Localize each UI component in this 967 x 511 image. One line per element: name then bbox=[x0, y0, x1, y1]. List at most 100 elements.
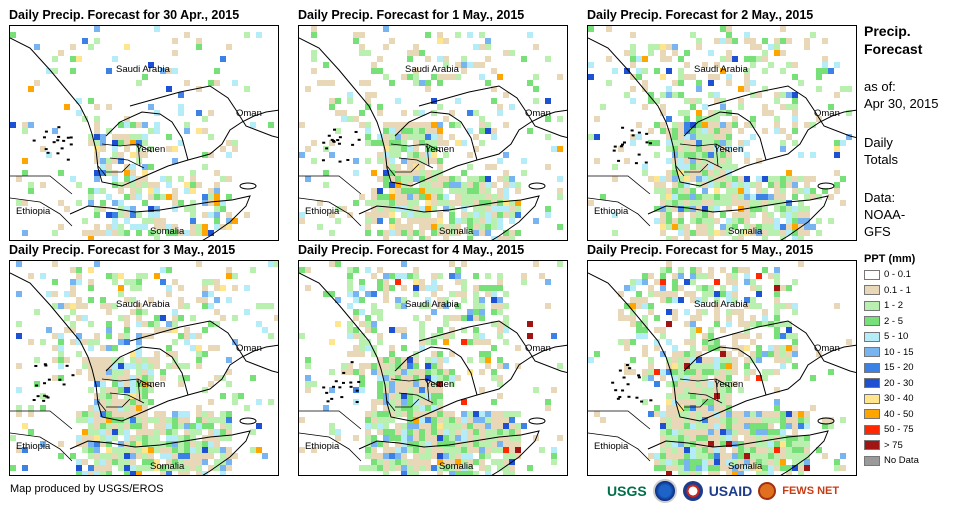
precip-cell bbox=[118, 429, 124, 435]
precip-cell bbox=[413, 68, 419, 74]
precip-cell bbox=[377, 194, 383, 200]
precip-cell bbox=[509, 236, 515, 240]
precip-cell bbox=[190, 170, 196, 176]
precip-cell bbox=[58, 363, 64, 369]
precip-cell bbox=[419, 224, 425, 230]
precip-cell bbox=[220, 56, 226, 62]
precip-cell bbox=[88, 423, 94, 429]
precip-cell bbox=[425, 459, 431, 465]
precip-cell bbox=[166, 351, 172, 357]
precip-cell bbox=[28, 86, 34, 92]
precip-cell bbox=[672, 194, 678, 200]
precip-cell bbox=[720, 152, 726, 158]
island bbox=[66, 158, 70, 161]
precip-cell bbox=[34, 44, 40, 50]
precip-cell bbox=[148, 417, 154, 423]
precip-cell bbox=[118, 315, 124, 321]
precip-cell bbox=[214, 417, 220, 423]
precip-cell bbox=[419, 465, 425, 471]
island bbox=[327, 134, 331, 137]
precip-cell bbox=[148, 188, 154, 194]
precip-cell bbox=[726, 26, 732, 32]
precip-cell bbox=[407, 447, 413, 453]
precip-cell bbox=[792, 116, 798, 122]
precip-cell bbox=[112, 200, 118, 206]
precip-cell bbox=[82, 447, 88, 453]
precip-cell bbox=[467, 188, 473, 194]
precip-cell bbox=[395, 194, 401, 200]
precip-cell bbox=[106, 321, 112, 327]
island bbox=[613, 145, 617, 148]
precip-cell bbox=[389, 38, 395, 44]
precip-cell bbox=[365, 218, 371, 224]
precip-cell bbox=[226, 453, 232, 459]
place-label-somalia: Somalia bbox=[150, 226, 185, 237]
precip-cell bbox=[455, 273, 461, 279]
precip-cell bbox=[774, 50, 780, 56]
precip-cell bbox=[527, 321, 533, 327]
precip-cell bbox=[455, 279, 461, 285]
precip-cell bbox=[431, 417, 437, 423]
forecast-panel: Daily Precip. Forecast for 4 May., 2015 S… bbox=[298, 243, 568, 479]
precip-cell bbox=[142, 218, 148, 224]
precip-cell bbox=[94, 405, 100, 411]
precip-cell bbox=[419, 345, 425, 351]
precip-cell bbox=[154, 447, 160, 453]
precip-cell bbox=[666, 188, 672, 194]
precip-cell bbox=[166, 182, 172, 188]
precip-cell bbox=[130, 194, 136, 200]
precip-cell bbox=[419, 321, 425, 327]
precip-cell bbox=[70, 285, 76, 291]
precip-cell bbox=[720, 56, 726, 62]
precip-cell bbox=[431, 333, 437, 339]
precip-cell bbox=[503, 459, 509, 465]
precip-cell bbox=[708, 92, 714, 98]
precip-cell bbox=[136, 447, 142, 453]
precip-cell bbox=[431, 158, 437, 164]
precip-cell bbox=[732, 218, 738, 224]
precip-cell bbox=[822, 188, 828, 194]
precip-cell bbox=[383, 369, 389, 375]
precip-cell bbox=[696, 98, 702, 104]
precip-cell bbox=[226, 369, 232, 375]
precip-cell bbox=[401, 447, 407, 453]
precip-cell bbox=[557, 261, 563, 267]
precip-cell bbox=[383, 435, 389, 441]
precip-cell bbox=[690, 218, 696, 224]
precip-cell bbox=[732, 188, 738, 194]
precip-cell bbox=[82, 303, 88, 309]
precip-cell bbox=[702, 146, 708, 152]
precip-cell bbox=[467, 423, 473, 429]
precip-cell bbox=[461, 435, 467, 441]
precip-cell bbox=[473, 44, 479, 50]
precip-cell bbox=[720, 164, 726, 170]
precip-cell bbox=[124, 393, 130, 399]
precip-cell bbox=[437, 429, 443, 435]
precip-cell bbox=[136, 393, 142, 399]
precip-cell bbox=[485, 206, 491, 212]
precip-cell bbox=[172, 200, 178, 206]
precip-cell bbox=[449, 429, 455, 435]
precip-cell bbox=[515, 411, 521, 417]
island bbox=[351, 143, 355, 146]
precip-cell bbox=[76, 459, 82, 465]
precip-cell bbox=[750, 224, 756, 230]
precip-cell bbox=[106, 453, 112, 459]
precip-cell bbox=[214, 182, 220, 188]
precip-cell bbox=[413, 140, 419, 146]
precip-cell bbox=[359, 387, 365, 393]
precip-cell bbox=[750, 56, 756, 62]
precip-cell bbox=[437, 32, 443, 38]
precip-cell bbox=[106, 459, 112, 465]
precip-cell bbox=[88, 44, 94, 50]
precip-cell bbox=[431, 140, 437, 146]
precip-cell bbox=[449, 74, 455, 80]
precip-cell bbox=[214, 194, 220, 200]
precip-cell bbox=[690, 104, 696, 110]
precip-cell bbox=[220, 200, 226, 206]
precip-cell bbox=[226, 357, 232, 363]
precip-cell bbox=[395, 381, 401, 387]
precip-cell bbox=[654, 182, 660, 188]
precip-cell bbox=[642, 86, 648, 92]
precip-cell bbox=[497, 441, 503, 447]
